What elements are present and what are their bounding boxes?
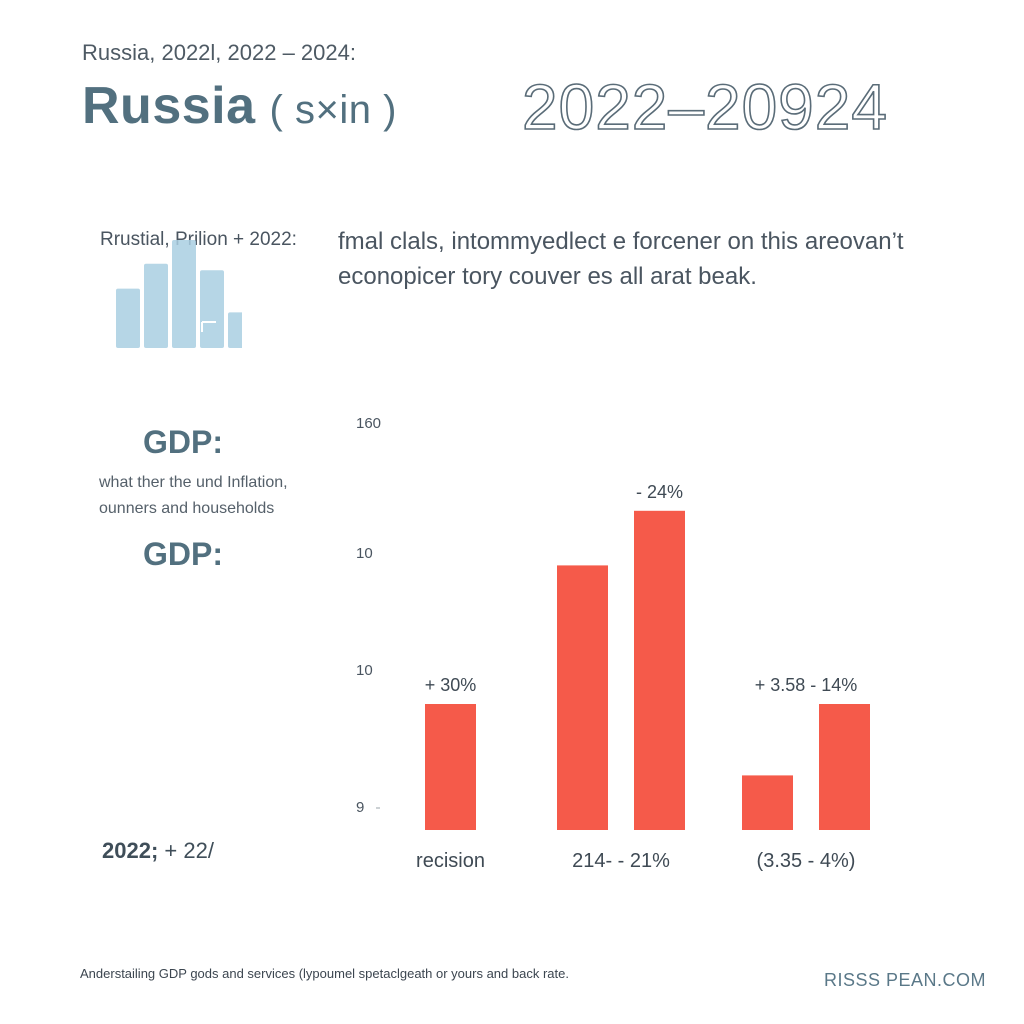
main-title: Russia ( s×in ) xyxy=(82,76,397,136)
mini-bar xyxy=(200,270,224,348)
title-years: 2022–20924 xyxy=(521,70,888,144)
y-tick-label: 160 xyxy=(356,415,381,432)
bar-data-label: - 24% xyxy=(636,482,683,502)
footer-text: Anderstailing GDP gods and services (lyp… xyxy=(80,966,569,981)
y-tick-label: 10 xyxy=(356,662,373,679)
category-label: recision xyxy=(416,850,485,872)
year-stat-year: 2022; xyxy=(102,838,159,863)
mini-bar-chart-icon xyxy=(116,240,242,348)
description-text: fmal clals, intommyedlect e forcener on … xyxy=(338,228,904,290)
title-word: Russia xyxy=(82,77,256,135)
gdp-heading-1: GDP: xyxy=(143,424,223,460)
bar xyxy=(425,704,476,830)
footer-brand: RISSS PEAN.COM xyxy=(824,970,987,990)
bar xyxy=(557,565,608,830)
bar-data-label: + 30% xyxy=(425,675,477,695)
year-stat: 2022; + 22/ xyxy=(102,838,214,864)
category-label: 214- - 21% xyxy=(572,850,670,872)
bar xyxy=(819,704,870,830)
kicker-line: Russia, 2022l, 2022 – 2024: xyxy=(82,40,356,65)
main-bar-chart: 160 10 10 9 + 30% recision - 24% 214- - 21% + 3.… xyxy=(356,415,870,872)
year-stat-value: + 22/ xyxy=(158,838,214,863)
gdp-note: what ther the und Inflation, ounners and… xyxy=(99,474,288,517)
mini-bar xyxy=(116,288,140,348)
mini-bar xyxy=(172,240,196,348)
mini-chart-label: Rrustial, Prilion + 2022: xyxy=(100,229,297,250)
y-tick-label: 10 xyxy=(356,545,373,562)
bar xyxy=(742,775,793,830)
category-label: (3.35 - 4%) xyxy=(757,850,856,872)
gdp-heading-2: GDP: xyxy=(143,536,223,572)
bar xyxy=(634,510,685,830)
y-tick-label: 9 xyxy=(356,799,364,816)
title-paren: ( s×in ) xyxy=(269,88,397,132)
mini-bar xyxy=(228,312,242,348)
bar-data-label: + 3.58 - 14% xyxy=(755,675,858,695)
mini-bar xyxy=(144,263,168,348)
